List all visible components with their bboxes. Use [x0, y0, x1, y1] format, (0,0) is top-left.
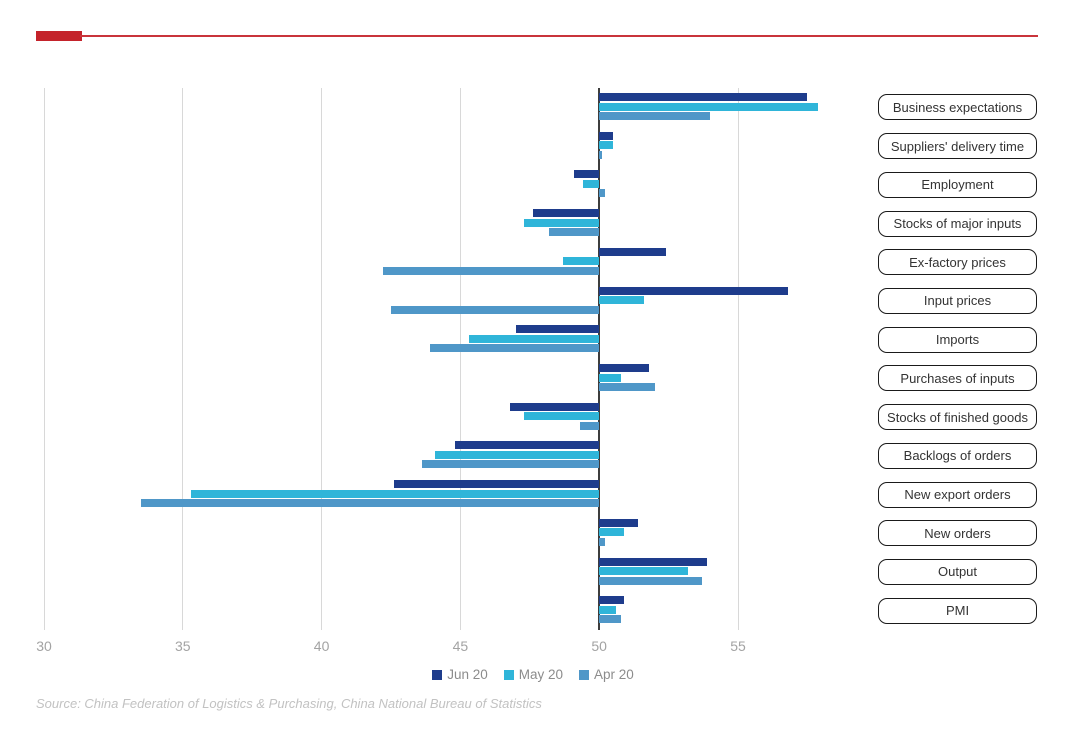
bar-new-orders-jun-20	[599, 518, 639, 527]
bar-output-may-20	[599, 567, 689, 576]
bar-stocks-of-major-inputs-may-20	[524, 218, 600, 227]
x-tick-label-55: 55	[730, 638, 746, 654]
plot-area	[43, 88, 834, 630]
x-tick-label-30: 30	[36, 638, 52, 654]
category-label-purchases-of-inputs: Purchases of inputs	[878, 365, 1037, 392]
bar-imports-may-20	[468, 334, 600, 343]
category-label-ex-factory-prices: Ex-factory prices	[878, 249, 1037, 276]
bar-backlogs-of-orders-may-20	[435, 450, 600, 459]
bar-new-orders-apr-20	[599, 537, 605, 546]
category-label-new-orders: New orders	[878, 520, 1037, 547]
bar-business-expectations-apr-20	[599, 112, 711, 120]
bar-pmi-may-20	[599, 605, 616, 614]
bar-imports-apr-20	[429, 344, 600, 353]
category-label-output: Output	[878, 558, 1037, 585]
bar-employment-apr-20	[599, 189, 605, 198]
category-label-stocks-of-finished-goods: Stocks of finished goods	[878, 404, 1037, 431]
bar-purchases-of-inputs-jun-20	[599, 364, 650, 372]
legend-item-may-20: May 20	[503, 667, 564, 682]
bar-imports-jun-20	[515, 325, 600, 334]
header-rule	[80, 35, 1038, 37]
legend-label-may-20: May 20	[518, 667, 564, 682]
gridline-45	[459, 88, 461, 630]
legend-swatch-icon-apr-20	[579, 669, 590, 680]
bar-purchases-of-inputs-apr-20	[599, 383, 655, 391]
baseline-axis-line	[598, 88, 601, 630]
legend-item-jun-20: Jun 20	[432, 667, 488, 682]
bar-output-jun-20	[599, 557, 708, 566]
bar-input-prices-may-20	[599, 296, 644, 305]
gridline-35	[182, 88, 184, 630]
bar-ex-factory-prices-apr-20	[382, 266, 600, 275]
bar-input-prices-apr-20	[391, 305, 600, 314]
category-label-input-prices: Input prices	[878, 287, 1037, 314]
category-label-imports: Imports	[878, 326, 1037, 353]
bar-employment-jun-20	[574, 170, 600, 179]
category-label-business-expectations: Business expectations	[878, 94, 1037, 121]
legend-swatch-icon-may-20	[503, 669, 514, 680]
bar-new-export-orders-apr-20	[141, 499, 600, 508]
bar-stocks-of-major-inputs-apr-20	[549, 228, 600, 237]
gridline-30	[43, 88, 45, 630]
bar-new-orders-may-20	[599, 528, 625, 537]
bar-stocks-of-finished-goods-apr-20	[579, 421, 600, 430]
source-note: Source: China Federation of Logistics & …	[36, 696, 542, 711]
legend-item-apr-20: Apr 20	[579, 667, 634, 682]
bar-input-prices-jun-20	[599, 286, 788, 295]
category-label-stocks-of-major-inputs: Stocks of major inputs	[878, 210, 1037, 237]
bar-output-apr-20	[599, 576, 702, 585]
category-label-employment: Employment	[878, 171, 1037, 198]
bar-stocks-of-finished-goods-may-20	[524, 412, 600, 421]
bar-stocks-of-finished-goods-jun-20	[510, 402, 600, 411]
bar-suppliers-delivery-time-jun-20	[599, 131, 614, 140]
bar-suppliers-delivery-time-may-20	[599, 141, 614, 150]
category-label-pmi: PMI	[878, 597, 1037, 624]
bar-ex-factory-prices-jun-20	[599, 247, 666, 256]
legend: Jun 20 May 20 Apr 20	[0, 667, 1066, 682]
gridline-55	[737, 88, 739, 630]
legend-label-apr-20: Apr 20	[594, 667, 634, 682]
x-tick-label-35: 35	[175, 638, 191, 654]
bar-new-export-orders-jun-20	[393, 480, 600, 489]
bar-employment-may-20	[582, 179, 600, 188]
legend-swatch-icon-jun-20	[432, 669, 443, 680]
bar-pmi-jun-20	[599, 596, 625, 605]
x-tick-label-45: 45	[452, 638, 469, 654]
bar-backlogs-of-orders-jun-20	[454, 441, 600, 450]
bar-business-expectations-jun-20	[599, 93, 808, 101]
header-accent-bar	[36, 31, 82, 41]
x-tick-label-50: 50	[591, 638, 607, 654]
bar-ex-factory-prices-may-20	[563, 257, 600, 266]
bar-suppliers-delivery-time-apr-20	[599, 150, 602, 159]
x-tick-label-40: 40	[313, 638, 330, 654]
category-label-suppliers-delivery-time: Suppliers' delivery time	[878, 133, 1037, 160]
bar-new-export-orders-may-20	[191, 489, 600, 498]
gridline-40	[321, 88, 323, 630]
bar-backlogs-of-orders-apr-20	[421, 460, 600, 469]
bar-business-expectations-may-20	[599, 102, 819, 111]
bar-pmi-apr-20	[599, 615, 622, 624]
bar-stocks-of-major-inputs-jun-20	[532, 209, 600, 218]
bar-purchases-of-inputs-may-20	[599, 373, 622, 382]
legend-label-jun-20: Jun 20	[447, 667, 488, 682]
category-label-new-export-orders: New export orders	[878, 481, 1037, 508]
category-label-backlogs-of-orders: Backlogs of orders	[878, 442, 1037, 469]
